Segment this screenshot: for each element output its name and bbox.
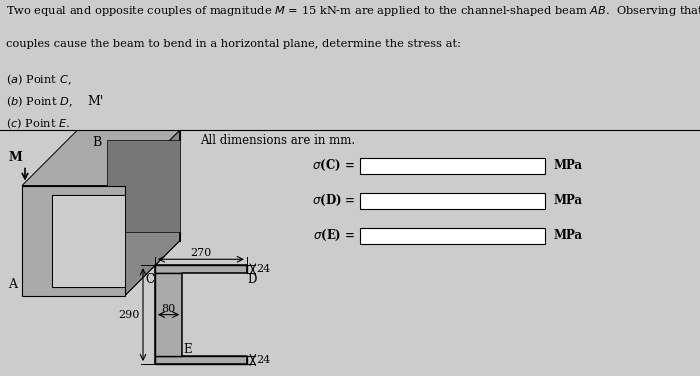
Bar	[155, 356, 247, 364]
Bar	[360, 228, 545, 244]
Text: MPa: MPa	[553, 159, 582, 172]
Text: M: M	[8, 150, 22, 164]
Text: MPa: MPa	[553, 194, 582, 207]
Text: Two equal and opposite couples of magnitude $M$ = 15 kN-m are applied to the cha: Two equal and opposite couples of magnit…	[6, 4, 700, 18]
Text: ($b$) Point $D$,: ($b$) Point $D$,	[6, 95, 72, 109]
Bar	[155, 273, 182, 356]
Polygon shape	[107, 139, 180, 232]
Text: E: E	[183, 343, 192, 356]
Text: couples cause the beam to bend in a horizontal plane, determine the stress at:: couples cause the beam to bend in a hori…	[6, 39, 461, 49]
Bar	[155, 265, 247, 273]
Polygon shape	[22, 130, 180, 186]
Text: B: B	[92, 135, 102, 149]
Text: 270: 270	[190, 248, 211, 258]
Text: 24: 24	[256, 355, 270, 365]
Text: $\sigma$(D) =: $\sigma$(D) =	[312, 193, 355, 208]
Text: 80: 80	[162, 304, 176, 314]
Text: $\sigma$(C) =: $\sigma$(C) =	[312, 158, 355, 173]
Bar	[182, 273, 247, 356]
Bar	[360, 158, 545, 174]
Text: $\sigma$(E) =: $\sigma$(E) =	[313, 228, 355, 243]
Polygon shape	[52, 139, 107, 287]
Bar	[360, 193, 545, 209]
Text: M': M'	[87, 96, 104, 109]
Text: ($c$) Point $E$.: ($c$) Point $E$.	[6, 117, 70, 131]
Text: A: A	[8, 278, 17, 291]
Text: 24: 24	[256, 264, 270, 274]
Text: All dimensions are in mm.: All dimensions are in mm.	[200, 134, 355, 147]
Polygon shape	[22, 241, 180, 296]
Text: 290: 290	[118, 309, 140, 320]
Text: D: D	[248, 273, 257, 287]
Polygon shape	[125, 130, 180, 296]
Text: ($a$) Point $C$,: ($a$) Point $C$,	[6, 73, 71, 87]
Polygon shape	[52, 195, 125, 287]
Text: MPa: MPa	[553, 229, 582, 243]
Polygon shape	[77, 130, 180, 241]
Polygon shape	[22, 186, 125, 296]
Text: C: C	[145, 273, 154, 287]
